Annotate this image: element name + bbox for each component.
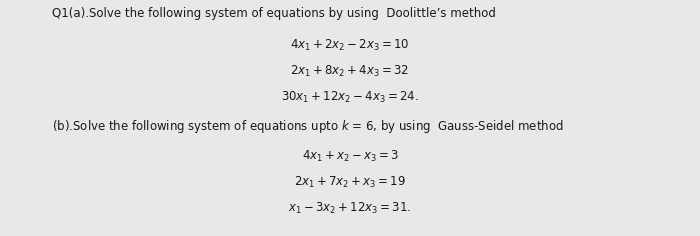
Text: $4x_1 + x_2 - x_3 = 3$: $4x_1 + x_2 - x_3 = 3$	[302, 149, 398, 164]
Text: $x_1 - 3x_2 + 12x_3 = 31.$: $x_1 - 3x_2 + 12x_3 = 31.$	[288, 201, 412, 216]
Text: Q1(a).Solve the following system of equations by using  Doolittle’s method: Q1(a).Solve the following system of equa…	[52, 7, 496, 20]
Text: $4x_1 + 2x_2 - 2x_3 = 10$: $4x_1 + 2x_2 - 2x_3 = 10$	[290, 38, 410, 53]
Text: $2x_1 + 8x_2 + 4x_3 = 32$: $2x_1 + 8x_2 + 4x_3 = 32$	[290, 64, 410, 79]
Text: $30x_1 + 12x_2 - 4x_3 = 24.$: $30x_1 + 12x_2 - 4x_3 = 24.$	[281, 90, 419, 105]
Text: $2x_1 + 7x_2 + x_3 = 19$: $2x_1 + 7x_2 + x_3 = 19$	[294, 175, 406, 190]
Text: (b).Solve the following system of equations upto $k$ = 6, by using  Gauss-Seidel: (b).Solve the following system of equati…	[52, 118, 564, 135]
